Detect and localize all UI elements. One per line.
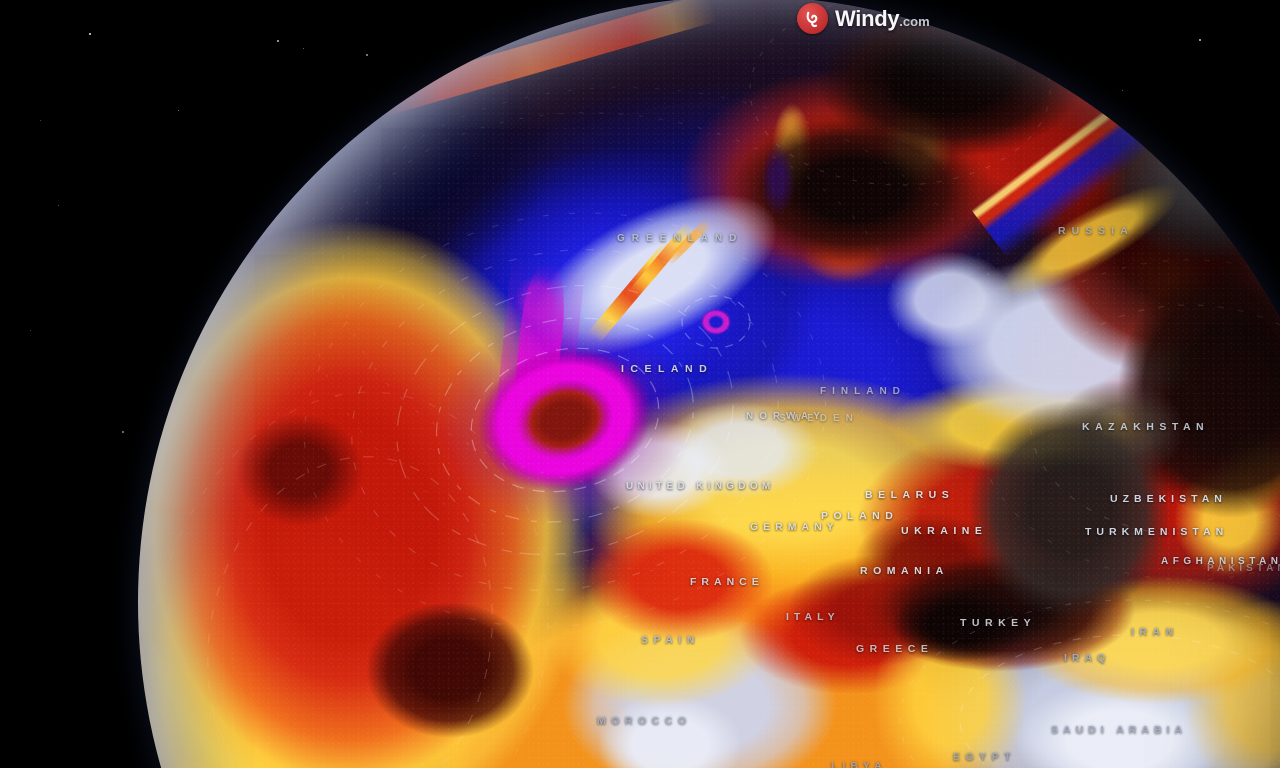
star [89,33,91,35]
vortex-plume-tip [506,265,570,339]
windy-logo[interactable]: Windy .com [797,3,930,34]
star [277,40,279,42]
star [366,54,368,56]
star [178,110,179,111]
star [30,330,31,331]
windy-logo-tld: .com [899,13,930,29]
star [122,431,124,433]
wind-streamlines [151,0,1280,768]
wind-particle-texture [138,0,1280,768]
star [1199,39,1201,41]
star [40,120,41,121]
star [58,205,59,206]
windy-logo-icon [797,3,828,34]
windy-logo-text: Windy [835,5,900,31]
star [303,48,304,49]
secondary-vortex [695,304,737,340]
earth-globe[interactable] [138,0,1280,768]
star [1122,90,1123,91]
windy-logo-wordmark: Windy .com [835,6,930,32]
